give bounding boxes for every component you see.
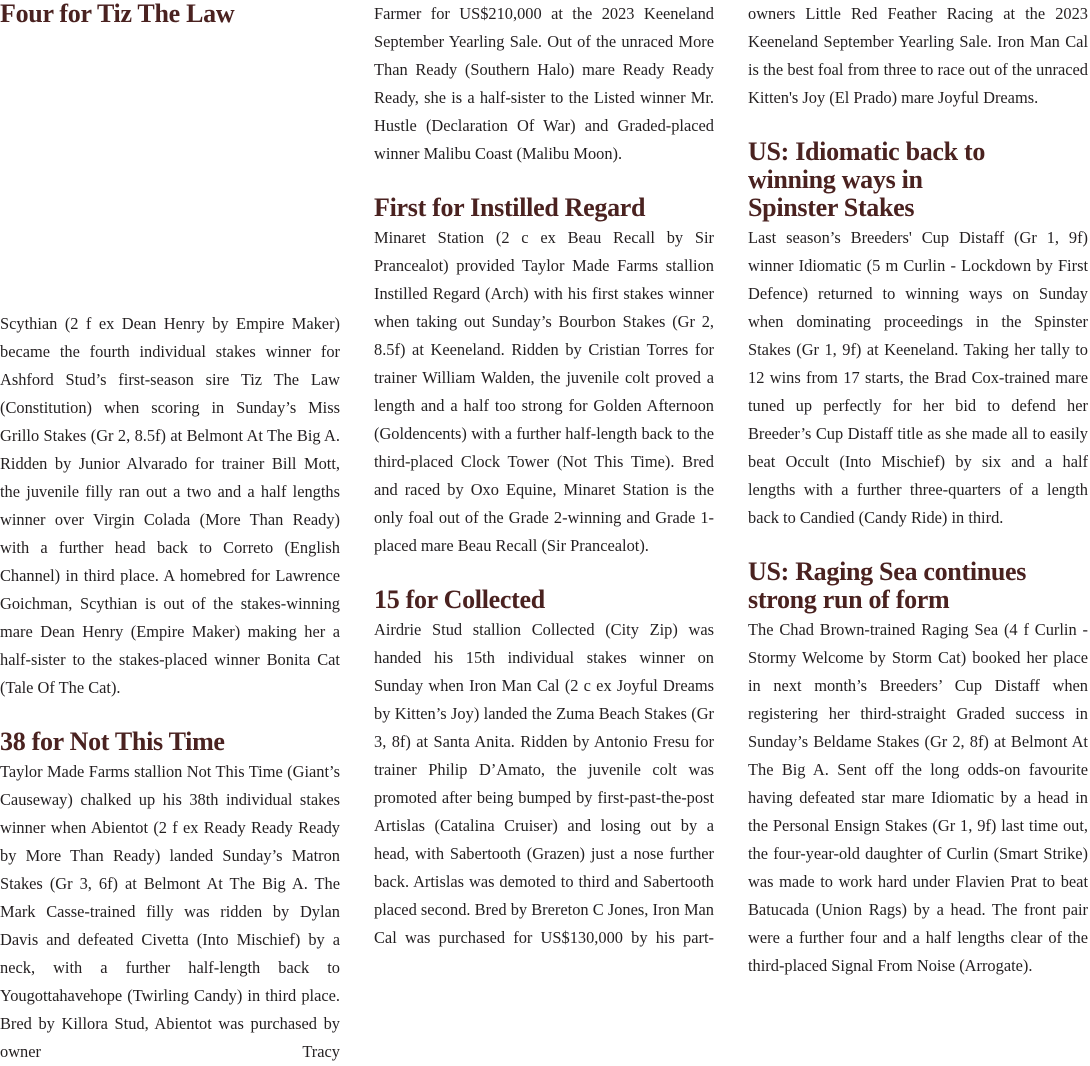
- article-body: The Chad Brown-trained Raging Sea (4 f C…: [748, 620, 1088, 975]
- blank-space: [0, 28, 340, 310]
- article-body: Minaret Station (2 c ex Beau Recall by S…: [374, 228, 714, 555]
- article-heading: First for Instilled Regard: [374, 193, 646, 222]
- column-3: owners Little Red Feather Racing at the …: [748, 0, 1088, 980]
- article-body-continued: Farmer for US$210,000 at the 2023 Keenel…: [374, 4, 714, 163]
- article-heading: 38 for Not This Time: [0, 727, 225, 756]
- column-2: Farmer for US$210,000 at the 2023 Keenel…: [374, 0, 714, 952]
- article-heading: 15 for Collected: [374, 585, 545, 614]
- article-body: Taylor Made Farms stallion Not This Time…: [0, 762, 340, 1061]
- article-body: Airdrie Stud stallion Collected (City Zi…: [374, 620, 714, 947]
- article-heading: US: Idiomatic back to winning ways in Sp…: [748, 137, 986, 222]
- article-heading: Four for Tiz The Law: [0, 0, 235, 28]
- article-body: Scythian (2 f ex Dean Henry by Empire Ma…: [0, 314, 340, 697]
- article-heading: US: Raging Sea continues strong run of f…: [748, 557, 1027, 614]
- article-body: Last season’s Breeders' Cup Distaff (Gr …: [748, 228, 1088, 527]
- article-body-continued: owners Little Red Feather Racing at the …: [748, 4, 1088, 107]
- column-1: Four for Tiz The Law Scythian (2 f ex De…: [0, 0, 340, 1066]
